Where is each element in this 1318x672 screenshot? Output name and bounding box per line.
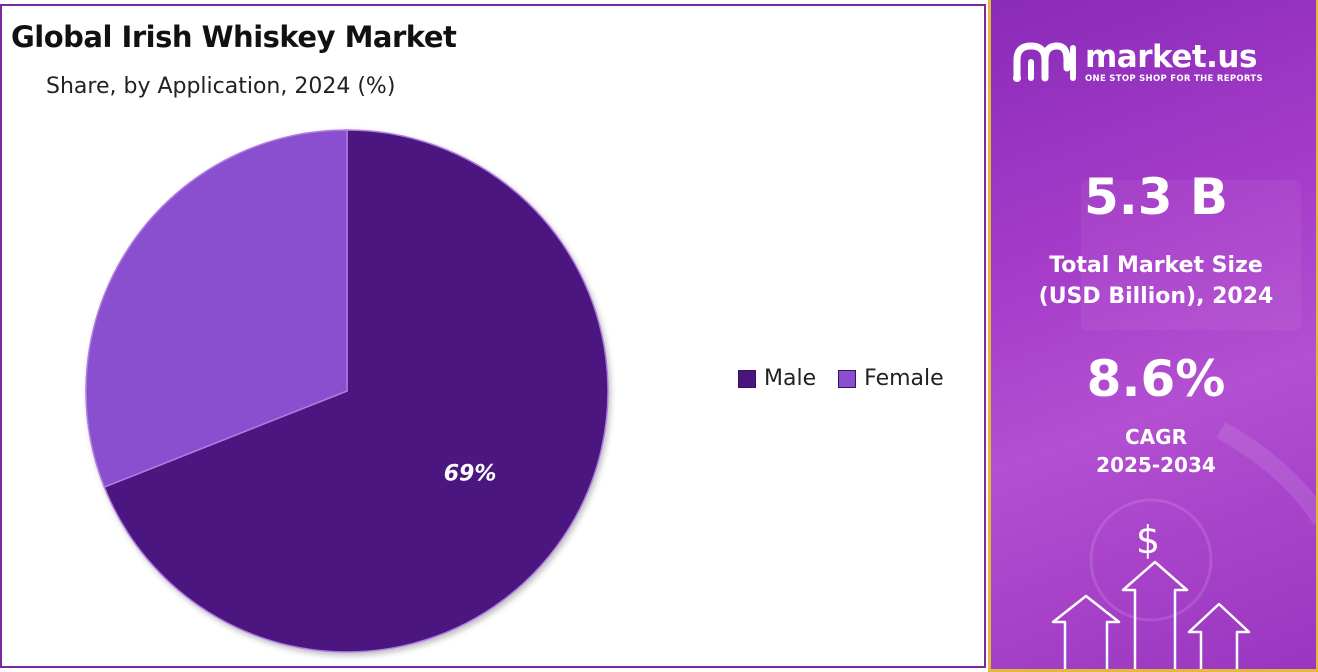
background-decoration bbox=[1081, 180, 1316, 622]
data-label-male: 69% bbox=[444, 462, 497, 487]
brand-name: market.us bbox=[1085, 38, 1257, 75]
brand-tagline: ONE STOP SHOP FOR THE REPORTS bbox=[1085, 73, 1263, 84]
market-size-label-line2: (USD Billion), 2024 bbox=[1038, 284, 1274, 309]
chart-legend: Male Female bbox=[738, 366, 966, 391]
cagr-value: 8.6% bbox=[1086, 350, 1226, 408]
pie-slice-female bbox=[85, 129, 348, 489]
cagr-label: CAGR bbox=[1125, 425, 1187, 449]
market-size-label-line1: Total Market Size bbox=[1049, 253, 1263, 278]
growth-arrows-icon bbox=[1051, 560, 1251, 669]
market-us-logo-icon bbox=[1013, 42, 1076, 82]
info-panel: market.us ONE STOP SHOP FOR THE REPORTS … bbox=[988, 0, 1318, 672]
legend-swatch-male bbox=[738, 369, 756, 388]
pie-slice-male bbox=[103, 129, 609, 653]
legend-item-female: Female bbox=[838, 366, 944, 391]
chart-panel: Global Irish Whiskey Market Share, by Ap… bbox=[0, 4, 986, 668]
dollar-icon: $ bbox=[1135, 518, 1161, 562]
legend-swatch-female bbox=[838, 369, 857, 388]
legend-label-male: Male bbox=[764, 366, 817, 391]
chart-subtitle: Share, by Application, 2024 (%) bbox=[46, 74, 396, 99]
pie-chart: 69% bbox=[85, 129, 609, 653]
chart-title: Global Irish Whiskey Market bbox=[11, 20, 457, 54]
legend-item-male: Male bbox=[738, 366, 816, 391]
cagr-period: 2025-2034 bbox=[1096, 453, 1216, 477]
market-size-value: 5.3 B bbox=[1083, 168, 1229, 226]
brand-logo: market.us ONE STOP SHOP FOR THE REPORTS bbox=[1011, 38, 1263, 86]
legend-label-female: Female bbox=[864, 366, 944, 391]
